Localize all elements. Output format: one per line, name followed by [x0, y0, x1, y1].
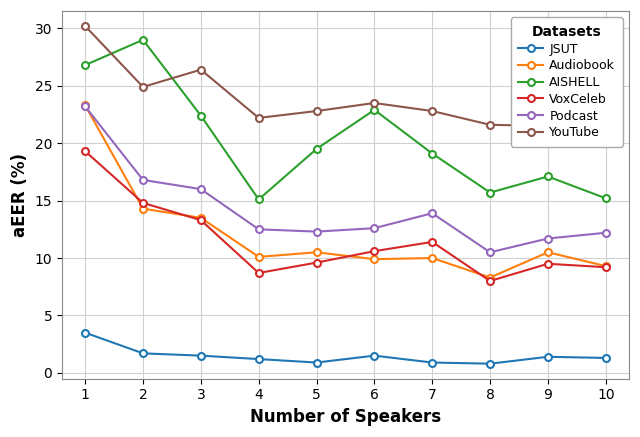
JSUT — [544, 354, 552, 359]
AISHELL — [544, 174, 552, 179]
JSUT — [313, 360, 321, 365]
JSUT — [371, 353, 378, 358]
VoxCeleb — [81, 149, 89, 154]
Podcast — [371, 225, 378, 231]
Podcast — [255, 227, 262, 232]
AISHELL — [139, 37, 147, 42]
X-axis label: Number of Speakers: Number of Speakers — [250, 408, 441, 426]
VoxCeleb — [544, 261, 552, 267]
Audiobook — [371, 257, 378, 262]
AISHELL — [81, 62, 89, 68]
Line: Audiobook: Audiobook — [82, 102, 609, 281]
YouTube — [486, 122, 494, 128]
VoxCeleb — [255, 271, 262, 276]
VoxCeleb — [428, 239, 436, 245]
Podcast — [602, 230, 609, 236]
YouTube — [428, 108, 436, 114]
Audiobook — [486, 275, 494, 280]
Audiobook — [544, 250, 552, 255]
Y-axis label: aEER (%): aEER (%) — [11, 153, 29, 237]
Legend: JSUT, Audiobook, AISHELL, VoxCeleb, Podcast, YouTube: JSUT, Audiobook, AISHELL, VoxCeleb, Podc… — [511, 17, 623, 147]
YouTube — [255, 115, 262, 121]
Audiobook — [197, 215, 205, 220]
VoxCeleb — [313, 260, 321, 265]
Line: AISHELL: AISHELL — [82, 36, 609, 203]
YouTube — [544, 123, 552, 128]
VoxCeleb — [371, 249, 378, 254]
Audiobook — [602, 264, 609, 269]
JSUT — [197, 353, 205, 358]
AISHELL — [313, 146, 321, 152]
Podcast — [544, 236, 552, 241]
YouTube — [197, 67, 205, 72]
VoxCeleb — [602, 264, 609, 270]
Podcast — [486, 250, 494, 255]
AISHELL — [371, 107, 378, 112]
VoxCeleb — [197, 218, 205, 223]
Line: JSUT: JSUT — [82, 329, 609, 367]
Podcast — [428, 211, 436, 216]
JSUT — [139, 351, 147, 356]
Audiobook — [81, 103, 89, 108]
JSUT — [255, 357, 262, 362]
AISHELL — [197, 113, 205, 118]
Audiobook — [255, 254, 262, 260]
JSUT — [428, 360, 436, 365]
Audiobook — [428, 255, 436, 260]
Line: Podcast: Podcast — [82, 103, 609, 256]
Audiobook — [313, 250, 321, 255]
Podcast — [81, 104, 89, 109]
Podcast — [313, 229, 321, 234]
Podcast — [139, 177, 147, 183]
JSUT — [602, 355, 609, 361]
Audiobook — [139, 206, 147, 211]
AISHELL — [486, 190, 494, 195]
YouTube — [139, 84, 147, 90]
JSUT — [486, 361, 494, 366]
YouTube — [371, 101, 378, 106]
Line: VoxCeleb: VoxCeleb — [82, 148, 609, 284]
Podcast — [197, 187, 205, 192]
YouTube — [81, 24, 89, 29]
AISHELL — [255, 197, 262, 202]
AISHELL — [428, 151, 436, 156]
Line: YouTube: YouTube — [82, 23, 609, 129]
JSUT — [81, 330, 89, 335]
VoxCeleb — [486, 278, 494, 284]
AISHELL — [602, 196, 609, 201]
VoxCeleb — [139, 200, 147, 205]
YouTube — [313, 108, 321, 114]
YouTube — [602, 111, 609, 116]
